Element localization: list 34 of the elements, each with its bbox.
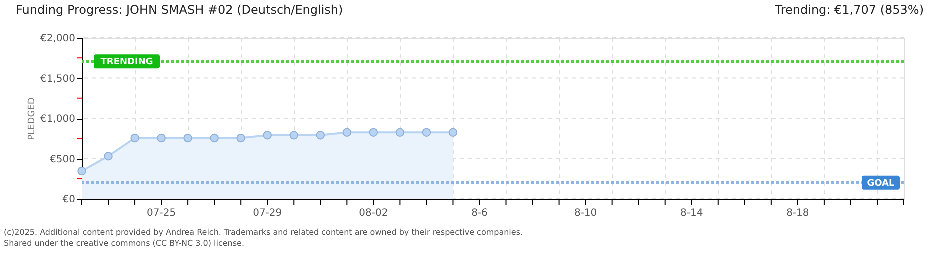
y-axis-title: PLEDGED (28, 98, 38, 140)
point (422, 128, 432, 137)
point (448, 128, 458, 137)
point (210, 134, 219, 143)
point (396, 128, 405, 137)
point (104, 152, 113, 161)
y-tick-label: €0 (62, 194, 76, 206)
x-tick-label: 8-10 (574, 208, 598, 219)
x-tick-label: 08-02 (359, 208, 388, 219)
x-tick-label: 8-6 (472, 208, 488, 219)
y-tick-label: €1,500 (40, 74, 76, 85)
x-tick-label: 8-14 (680, 208, 704, 219)
x-tick-label: 07-25 (147, 208, 176, 219)
y-tick-label: €500 (50, 154, 76, 166)
chart-title: Funding Progress: JOHN SMASH #02 (Deutsch/English) (16, 3, 344, 17)
point (184, 134, 192, 143)
point (369, 128, 378, 137)
point (290, 131, 298, 140)
point (78, 166, 86, 176)
point (263, 131, 272, 140)
point (342, 128, 352, 137)
point (236, 134, 246, 143)
x-tick-label: 8-18 (786, 208, 810, 219)
point (316, 131, 326, 140)
text: (c)2025. Additional content provided by Andrea Reich. Trademarks and related content are owned by their respective companies. (4, 228, 524, 237)
text: Shared under the creative commons (CC BY-NC 3.0) license. (4, 239, 244, 248)
y-tick-label: €1,000 (40, 114, 76, 125)
ref-line-label: GOAL (867, 178, 896, 189)
x-tick-label: 07-29 (253, 208, 282, 219)
ref-line-label: TRENDING (100, 58, 154, 68)
y-tick-label: €2,000 (40, 34, 76, 44)
point (157, 134, 166, 143)
text: Trending: €1,707 (853%) (774, 3, 924, 17)
point (130, 134, 140, 143)
